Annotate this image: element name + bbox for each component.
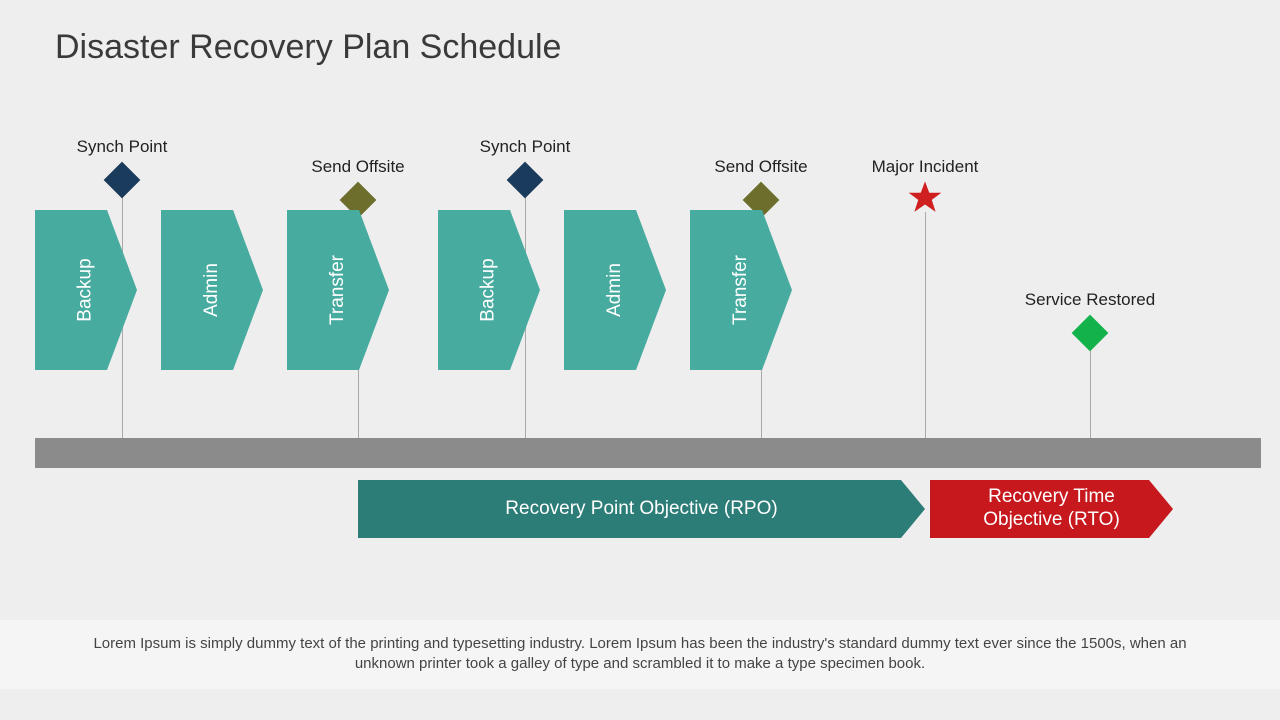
objective-bar-rto: Recovery Time Objective (RTO) — [930, 480, 1173, 538]
phase-arrow: Backup — [438, 210, 540, 370]
marker-label-send-2: Send Offsite — [714, 157, 807, 177]
phase-label: Backup — [478, 258, 500, 321]
phase-arrow: Transfer — [690, 210, 792, 370]
phase-label: Transfer — [730, 255, 752, 325]
phase-arrow: Admin — [564, 210, 666, 370]
diamond-icon — [104, 162, 141, 199]
phase-arrow: Backup — [35, 210, 137, 370]
phase-label: Admin — [201, 263, 223, 317]
marker-label-restored: Service Restored — [1025, 290, 1155, 310]
phase-arrow: Transfer — [287, 210, 389, 370]
diagram-stage: Synch Point Send Offsite Synch Point Send O… — [0, 0, 1280, 720]
phase-arrow: Admin — [161, 210, 263, 370]
marker-line-incident — [925, 212, 926, 438]
timeline-bar — [35, 438, 1261, 468]
marker-label-incident: Major Incident — [872, 157, 979, 177]
marker-label-synch-2: Synch Point — [480, 137, 571, 157]
phase-label: Backup — [75, 258, 97, 321]
phase-label: Transfer — [327, 255, 349, 325]
marker-line-restored — [1090, 346, 1091, 438]
diamond-icon — [1072, 315, 1109, 352]
star-icon — [908, 180, 942, 214]
objective-bar-rpo: Recovery Point Objective (RPO) — [358, 480, 925, 538]
phase-label: Admin — [604, 263, 626, 317]
objective-label-rpo: Recovery Point Objective (RPO) — [495, 498, 787, 521]
footer-band: Lorem Ipsum is simply dummy text of the … — [0, 620, 1280, 689]
marker-label-synch-1: Synch Point — [77, 137, 168, 157]
diamond-icon — [507, 162, 544, 199]
objective-label-rto: Recovery Time Objective (RTO) — [950, 486, 1153, 532]
marker-label-send-1: Send Offsite — [311, 157, 404, 177]
footer-text: Lorem Ipsum is simply dummy text of the … — [80, 634, 1200, 675]
